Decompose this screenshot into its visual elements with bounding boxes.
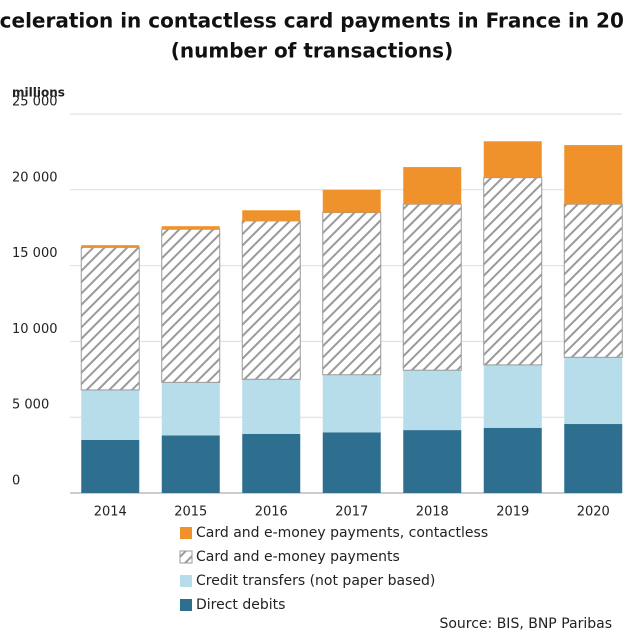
bar-segment — [241, 220, 301, 380]
chart-subtitle: (number of transactions) — [171, 39, 453, 63]
bar-segment — [403, 370, 462, 431]
bar-segment — [403, 430, 462, 493]
bar-segment — [242, 210, 301, 221]
bar-segment — [402, 203, 462, 371]
y-tick-label: 15 000 — [12, 246, 58, 261]
bar-segment — [161, 435, 220, 493]
legend-label: Direct debits — [196, 597, 285, 613]
x-tick-label: 2020 — [577, 505, 610, 520]
bar-segment — [161, 226, 220, 230]
bar-segment — [322, 374, 381, 433]
bar-segment — [564, 145, 623, 205]
x-tick-label: 2015 — [174, 505, 207, 520]
y-tick-label: 10 000 — [12, 322, 58, 337]
chart-title: Acceleration in contactless card payment… — [0, 9, 625, 33]
bar-segment — [242, 379, 301, 434]
y-axis-label: millions — [12, 86, 65, 100]
bar-segment — [483, 364, 542, 428]
y-tick-label: 25 000 — [12, 95, 58, 110]
x-tick-label: 2016 — [255, 505, 288, 520]
bar-segment — [403, 167, 462, 205]
bar-segment — [483, 141, 542, 178]
x-tick-label: 2017 — [335, 505, 368, 520]
bar-segment — [81, 245, 140, 248]
y-tick-label: 20 000 — [12, 170, 58, 185]
bar-segment — [564, 424, 623, 493]
bar-segment — [322, 189, 381, 213]
bar-segment — [322, 432, 381, 493]
bar-segment — [242, 433, 301, 493]
legend-swatch — [180, 575, 192, 587]
bar-segment — [322, 212, 382, 376]
bar-segment — [161, 382, 220, 436]
source: Source: BIS, BNP Paribas — [439, 616, 612, 632]
bar-segment — [81, 439, 140, 493]
legend-label: Credit transfers (not paper based) — [196, 573, 435, 589]
legend-swatch — [180, 527, 192, 539]
bar-segment — [564, 357, 623, 425]
bar-segment — [161, 228, 221, 383]
bar-segment — [483, 177, 543, 366]
legend-label: Card and e-money payments — [196, 549, 400, 565]
bar-segment — [563, 203, 623, 358]
y-tick-label: 0 — [12, 474, 20, 489]
legend-swatch — [179, 550, 193, 564]
legend-swatch — [180, 599, 192, 611]
x-tick-label: 2014 — [94, 505, 127, 520]
y-tick-label: 5 000 — [12, 398, 49, 413]
bar-segment — [81, 389, 140, 440]
x-tick-label: 2019 — [496, 505, 529, 520]
bar-segment — [483, 427, 542, 493]
legend-label: Card and e-money payments, contactless — [196, 525, 488, 541]
bar-segment — [80, 246, 140, 391]
x-tick-label: 2018 — [416, 505, 449, 520]
